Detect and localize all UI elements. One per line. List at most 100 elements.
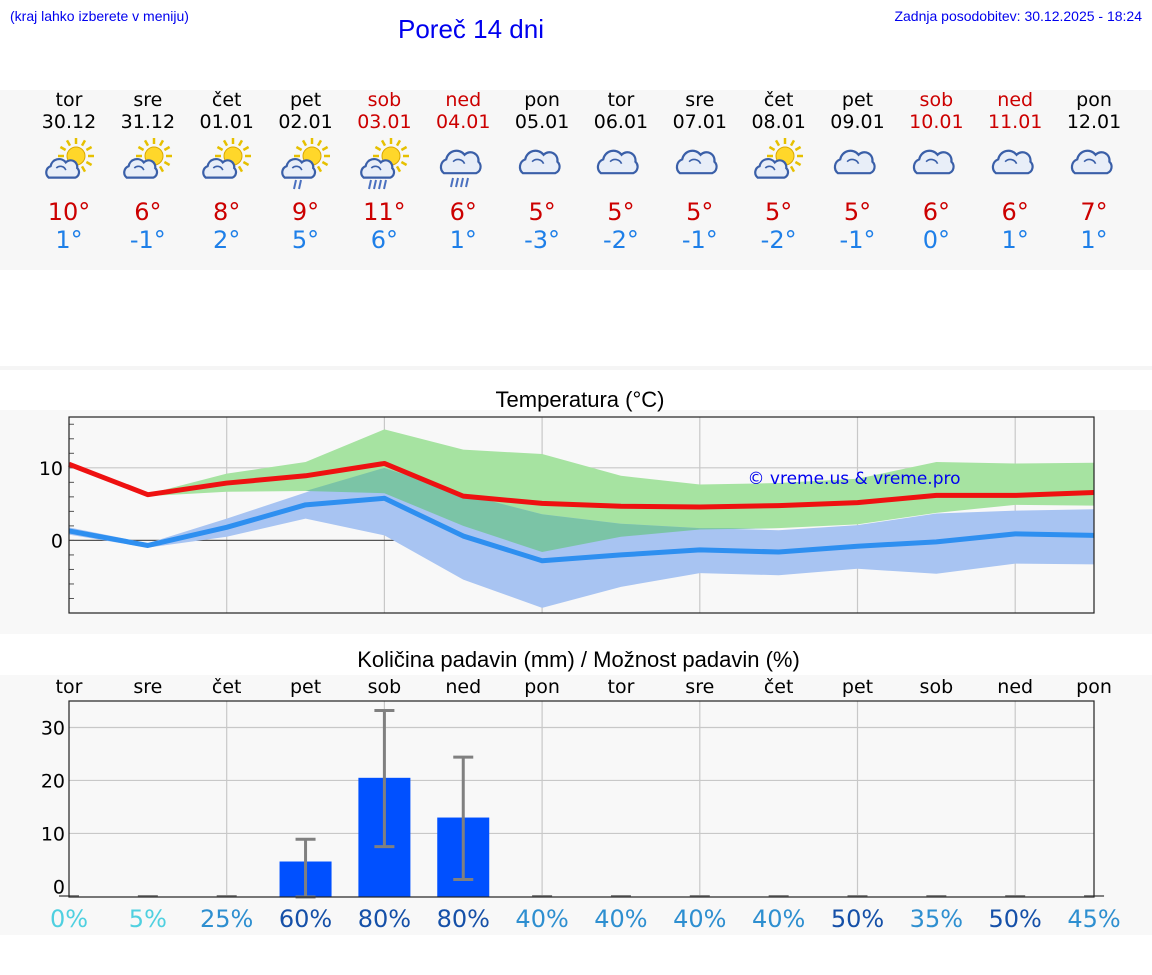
day-column: ned 04.01 6° 1° (424, 89, 503, 255)
day-name: čet (211, 89, 242, 111)
precipitation-probability: 45% (1067, 905, 1120, 933)
day-date: 07.01 (672, 111, 727, 133)
day-date: 05.01 (514, 111, 570, 133)
sun-cloud-icon (739, 134, 818, 198)
day-name: ned (997, 89, 1034, 111)
day-name: čet (763, 89, 794, 111)
max-temperature: 11° (363, 198, 406, 226)
max-temperature: 5° (528, 198, 556, 226)
sun-cloud-icon (30, 134, 109, 198)
precipitation-probability: 50% (989, 905, 1042, 933)
max-temperature: 5° (686, 198, 714, 226)
max-temperature: 6° (449, 198, 477, 226)
day-column: pon 12.01 7° 1° (1055, 90, 1134, 255)
day-column: ned 11.01 6° 1° (976, 89, 1055, 255)
max-temperature: 5° (607, 198, 635, 226)
min-temperature-line (68, 495, 1095, 564)
cloud-icon (1055, 134, 1134, 198)
x-category-label: čet (212, 676, 242, 698)
cloud-icon (818, 134, 897, 198)
x-category-label: pon (1076, 676, 1112, 698)
error-bar (453, 755, 474, 882)
min-temperature: -2° (760, 226, 797, 254)
precipitation-chart: tor sre čet pet sob ned pon tor sre čet pet sob ned p… (41, 676, 1121, 933)
overlap-band (305, 467, 779, 553)
day-date: 09.01 (830, 111, 885, 133)
day-column: pet 02.01 9° 5° (266, 89, 345, 255)
day-date: 04.01 (436, 111, 491, 133)
precipitation-probability: 80% (358, 905, 411, 933)
min-temperature: -2° (602, 226, 639, 254)
day-name: tor (607, 89, 635, 111)
day-date: 01.01 (199, 111, 254, 133)
y-tick-label: 10 (39, 458, 63, 480)
precipitation-probability: 25% (200, 905, 253, 933)
min-temperature: 5° (291, 226, 320, 254)
max-temperature: 6° (922, 198, 950, 226)
precipitation-probability: 5% (129, 905, 167, 933)
day-name: pet (841, 89, 874, 111)
x-category-label: ned (997, 676, 1033, 698)
watermark: © vreme.us & vreme.pro (747, 469, 960, 489)
x-category-label: sre (133, 676, 162, 698)
x-category-label: sob (920, 676, 954, 698)
day-name: ned (445, 89, 482, 111)
x-category-label: čet (764, 676, 794, 698)
day-date: 08.01 (751, 111, 806, 133)
divider (0, 366, 1152, 370)
x-category-label: tor (56, 676, 83, 698)
cloud-icon (976, 134, 1055, 198)
y-tick-label: 0 (53, 876, 65, 898)
day-name: sob (367, 89, 402, 111)
min-temperature: -3° (524, 226, 561, 254)
min-temperature: 1° (1080, 226, 1108, 254)
precipitation-probability: 40% (594, 905, 647, 933)
x-category-label: tor (608, 676, 635, 698)
min-temperature: -1° (681, 226, 718, 254)
plot-frame (68, 700, 1095, 898)
day-name: sre (133, 89, 163, 111)
min-temperature: 0° (922, 226, 950, 254)
temperature-chart: 0 10 © vreme.us & vreme.pro (39, 416, 1095, 614)
day-date: 12.01 (1066, 111, 1122, 133)
day-name: pet (289, 89, 322, 111)
max-temperature-line (68, 460, 1095, 510)
error-bar (374, 709, 395, 849)
min-temperature: 6° (370, 226, 399, 254)
day-date: 31.12 (120, 111, 176, 133)
precipitation-chart-title: Količina padavin (mm) / Možnost padavin … (357, 647, 800, 672)
max-temperature: 6° (134, 198, 162, 226)
day-date: 11.01 (987, 111, 1043, 133)
x-category-label: pet (290, 676, 321, 698)
precipitation-probability: 40% (752, 905, 805, 933)
max-temperature: 5° (765, 198, 793, 226)
cloud-icon (897, 134, 976, 198)
day-column: sob 10.01 6° 0° (897, 89, 976, 255)
max-temperature: 9° (291, 198, 320, 226)
day-date: 03.01 (357, 111, 412, 133)
y-tick-label: 20 (41, 770, 65, 792)
day-column: pet 09.01 5° -1° (818, 89, 897, 255)
day-name: sob (919, 89, 954, 111)
precipitation-probability: 40% (515, 905, 568, 933)
min-temperature: -1° (129, 226, 166, 254)
location-menu-hint[interactable]: (kraj lahko izberete v meniju) (10, 8, 189, 24)
y-tick-label: 10 (41, 823, 65, 845)
min-temperature: -1° (839, 226, 876, 254)
last-updated: Zadnja posodobitev: 30.12.2025 - 18:24 (894, 8, 1142, 24)
x-category-label: sre (685, 676, 714, 698)
min-temperature: 1° (55, 226, 83, 254)
y-tick-label: 0 (51, 530, 63, 552)
temperature-chart-title: Temperatura (°C) (495, 387, 665, 412)
max-temperature: 10° (47, 198, 91, 226)
day-column: sob 03.01 11° 6° (345, 89, 424, 255)
sun-cloud-icon (187, 134, 266, 198)
day-name: tor (55, 89, 83, 111)
x-category-label: pet (842, 676, 873, 698)
max-temperature: 7° (1080, 198, 1108, 226)
precipitation-probability: 35% (910, 905, 963, 933)
x-category-label: ned (445, 676, 481, 698)
cloud-rain-icon (424, 134, 503, 198)
day-column: čet 08.01 5° -2° (739, 89, 818, 255)
day-column: pon 05.01 5° -3° (503, 90, 582, 255)
